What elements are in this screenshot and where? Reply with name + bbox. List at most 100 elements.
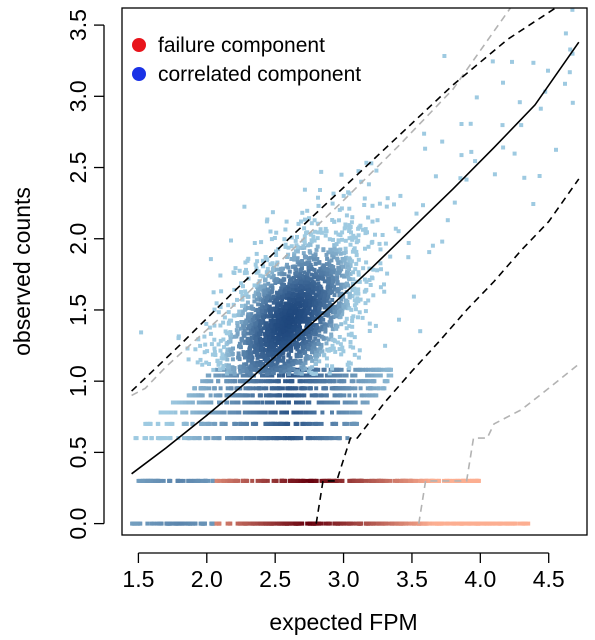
data-point — [252, 283, 257, 288]
data-point — [245, 300, 250, 305]
data-point — [283, 289, 288, 294]
data-point — [297, 323, 302, 328]
data-point — [216, 342, 221, 347]
data-point — [370, 203, 375, 208]
data-point — [282, 311, 287, 315]
data-point — [165, 436, 170, 441]
data-point — [262, 305, 267, 310]
data-point — [312, 275, 317, 280]
data-point — [319, 276, 324, 281]
data-point — [138, 521, 143, 526]
data-point — [226, 339, 231, 344]
data-point — [309, 221, 314, 226]
data-point — [347, 277, 352, 282]
data-point — [292, 255, 297, 260]
data-point — [247, 386, 252, 391]
data-point — [302, 314, 307, 318]
data-point — [423, 146, 428, 151]
data-point — [266, 273, 271, 278]
data-point — [255, 478, 260, 483]
data-point — [270, 286, 275, 291]
data-point — [225, 386, 230, 391]
data-point — [341, 304, 346, 309]
data-point — [351, 270, 356, 275]
data-point — [409, 521, 414, 526]
data-point — [311, 295, 316, 300]
data-point — [356, 299, 361, 304]
data-point — [350, 386, 355, 391]
data-point — [319, 342, 324, 347]
data-point — [256, 302, 261, 307]
data-point — [421, 203, 425, 208]
data-point — [254, 363, 259, 368]
data-point — [317, 521, 321, 526]
data-point — [231, 379, 236, 384]
data-point — [368, 478, 373, 483]
data-point — [224, 363, 229, 368]
data-point — [213, 421, 218, 426]
data-point — [326, 250, 331, 255]
data-point — [501, 80, 505, 85]
data-point — [342, 284, 347, 289]
data-point — [338, 342, 343, 347]
data-point — [356, 169, 361, 174]
data-point — [204, 360, 209, 365]
data-point — [252, 323, 257, 328]
data-point — [386, 367, 391, 372]
bands — [131, 8, 580, 524]
data-point — [312, 267, 317, 272]
data-point — [460, 478, 465, 483]
data-point — [359, 179, 364, 184]
data-point — [220, 421, 224, 426]
data-point — [284, 367, 289, 372]
data-point — [230, 400, 235, 405]
data-point — [328, 436, 333, 441]
data-point — [376, 386, 381, 391]
data-point — [212, 337, 217, 342]
data-point — [370, 379, 375, 384]
data-point — [230, 357, 235, 362]
data-point — [310, 331, 315, 336]
data-point — [490, 59, 495, 64]
data-point — [324, 356, 329, 361]
data-point — [306, 307, 311, 312]
data-point — [318, 227, 323, 232]
data-point — [328, 247, 333, 252]
data-point — [300, 210, 305, 215]
data-point — [261, 274, 266, 279]
data-point — [342, 337, 347, 342]
data-point — [361, 400, 366, 405]
data-point — [331, 379, 335, 384]
data-point — [347, 306, 352, 311]
data-point — [313, 261, 318, 266]
y-tick-label: 2.0 — [65, 223, 91, 255]
data-point — [254, 386, 258, 391]
data-point — [254, 326, 258, 331]
data-point — [341, 386, 346, 391]
data-point — [201, 478, 206, 483]
data-point — [321, 335, 326, 340]
data-point — [281, 316, 286, 321]
data-point — [146, 478, 150, 483]
data-point — [252, 293, 257, 298]
data-point — [332, 393, 337, 398]
data-point — [335, 521, 340, 526]
data-point — [320, 291, 325, 296]
data-point — [337, 436, 342, 441]
legend-marker-correlated — [132, 67, 146, 81]
data-point — [348, 361, 353, 366]
data-point — [308, 410, 313, 415]
data-point — [293, 371, 298, 376]
data-point — [246, 393, 250, 398]
data-point — [348, 340, 353, 344]
data-point — [356, 379, 361, 384]
data-point — [283, 365, 288, 370]
data-point — [192, 436, 197, 441]
data-point — [328, 379, 333, 384]
data-point — [347, 295, 352, 300]
data-point — [226, 353, 231, 357]
data-point — [229, 335, 234, 340]
data-point — [241, 331, 246, 336]
data-point — [278, 368, 283, 372]
data-point — [352, 335, 357, 340]
